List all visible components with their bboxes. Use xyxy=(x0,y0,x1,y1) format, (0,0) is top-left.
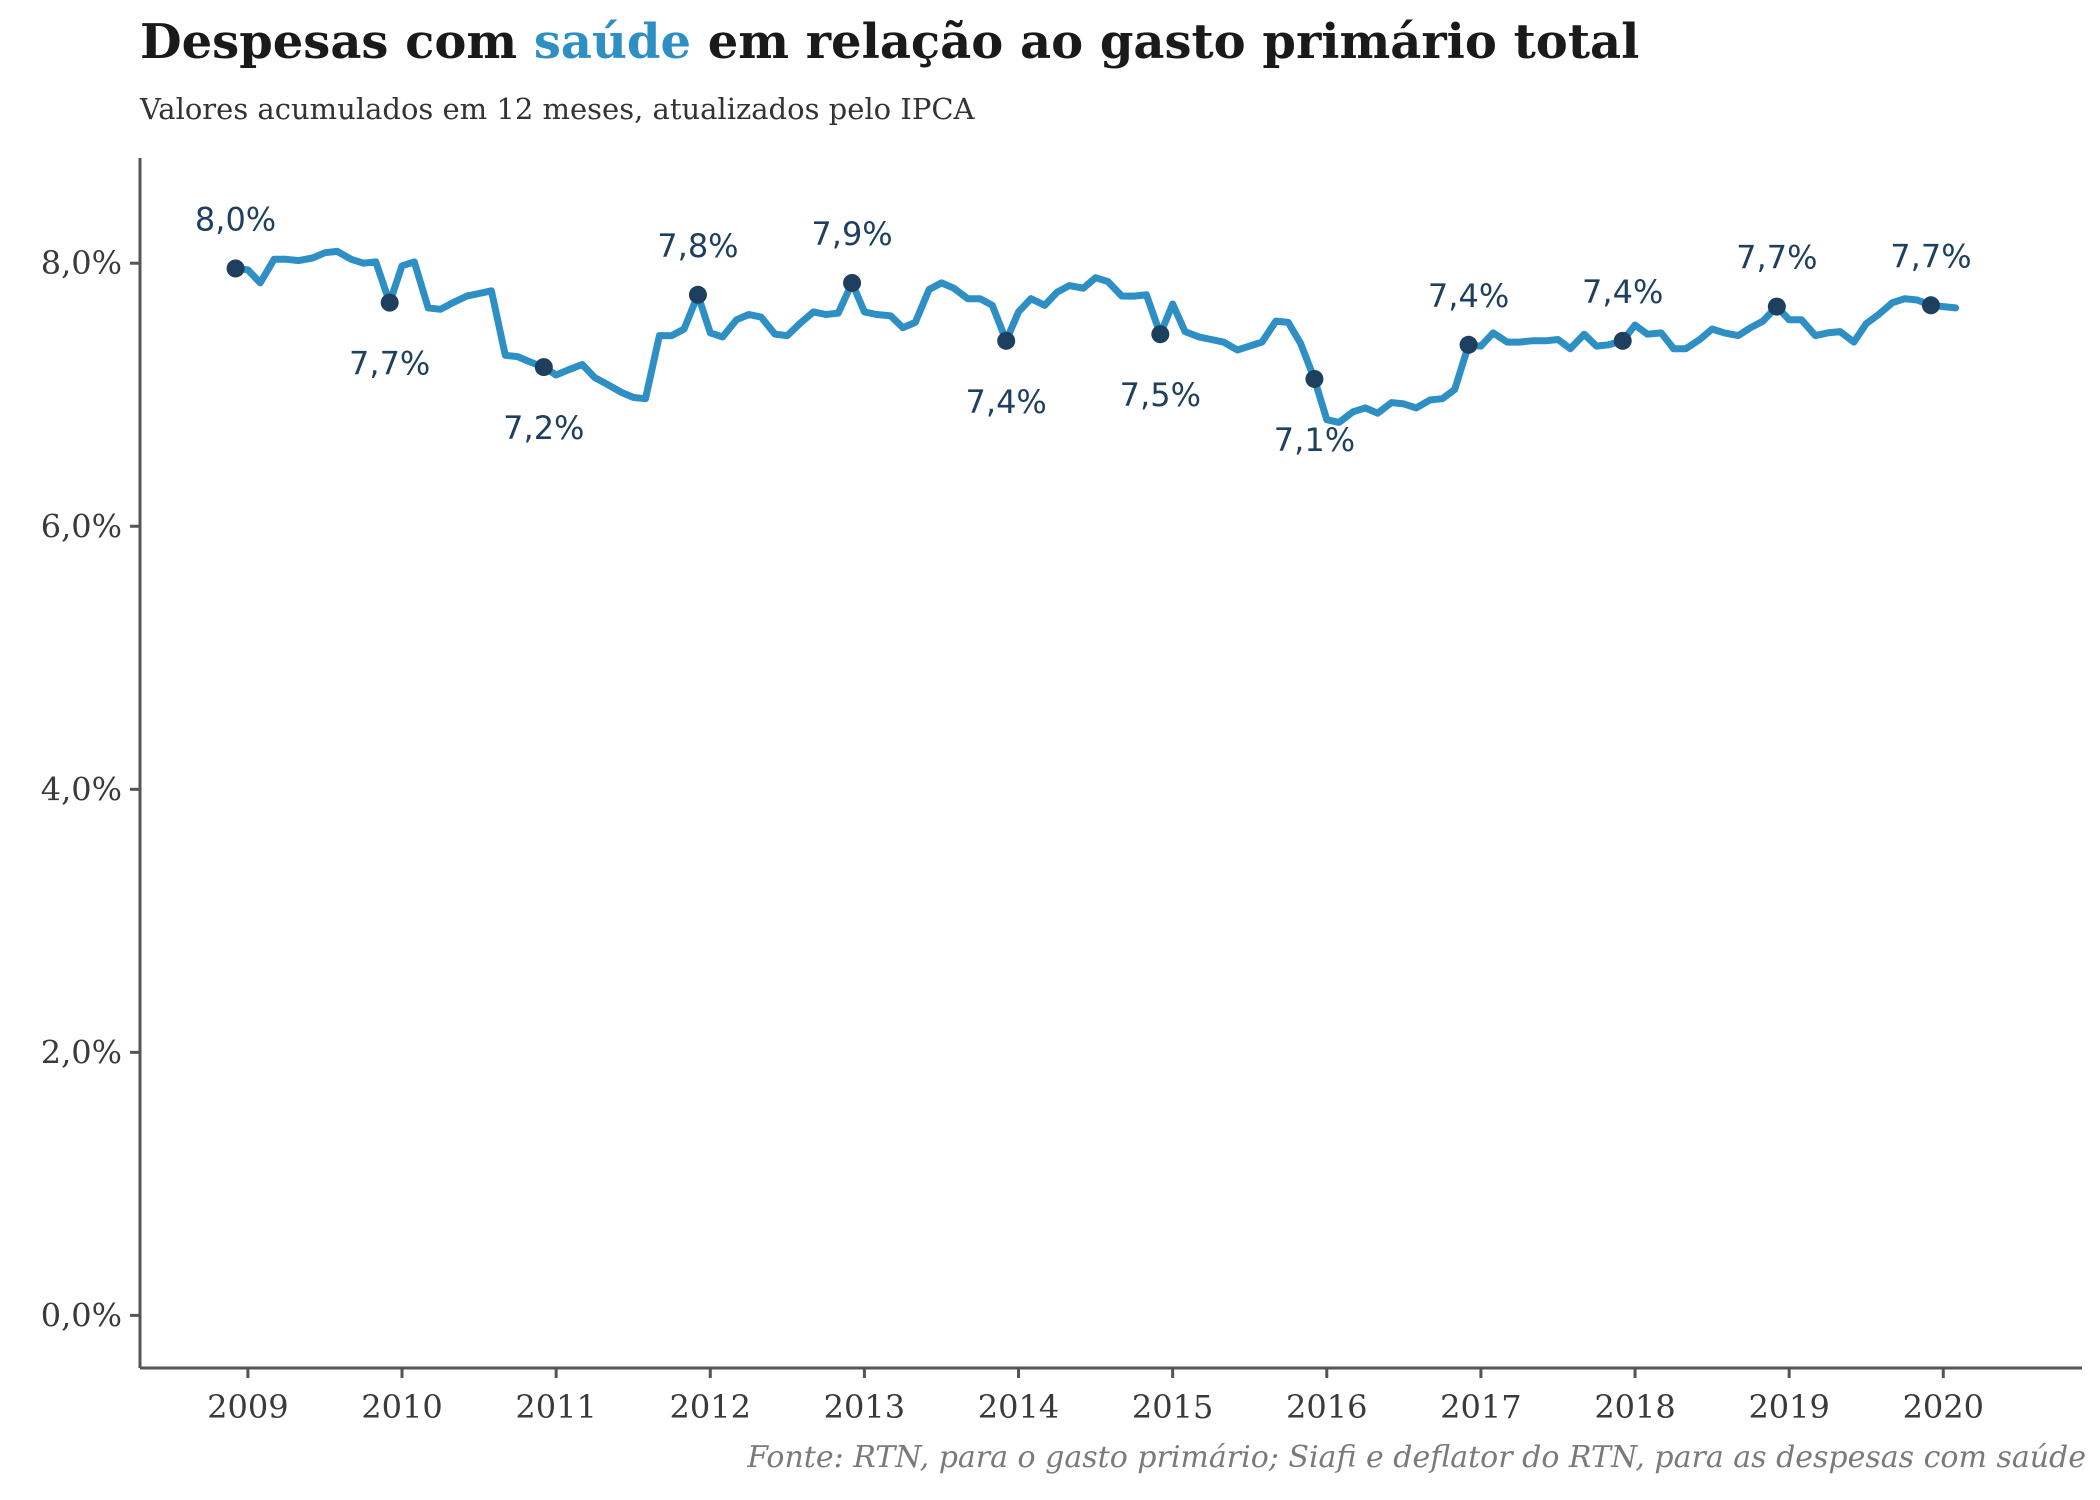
data-label: 7,8% xyxy=(657,227,738,265)
x-tick-label: 2013 xyxy=(824,1388,905,1426)
chart-subtitle: Valores acumulados em 12 meses, atualiza… xyxy=(140,92,975,126)
source-caption: Fonte: RTN, para o gasto primário; Siafi… xyxy=(747,1440,2086,1475)
annotation-labels: 8,0% 7,7% 7,2% 7,8% 7,9% 7,4% 7,5% 7,1% 7,4% 7,4%… xyxy=(195,200,1972,458)
data-label: 7,4% xyxy=(966,383,1047,421)
data-point xyxy=(688,285,707,304)
x-tick-label: 2017 xyxy=(1440,1388,1521,1426)
data-point xyxy=(1613,331,1632,350)
data-point xyxy=(380,293,399,312)
y-tick-label: 8,0% xyxy=(41,244,122,282)
title-highlight: saúde xyxy=(533,14,692,70)
data-label: 7,5% xyxy=(1120,376,1201,414)
x-tick-label: 2015 xyxy=(1132,1388,1213,1426)
data-point xyxy=(226,259,245,278)
data-point xyxy=(534,358,553,377)
data-label: 7,4% xyxy=(1428,277,1509,315)
chart-title: Despesas com saúde em relação ao gasto p… xyxy=(140,14,1639,70)
data-label: 7,7% xyxy=(349,345,430,383)
x-tick-label: 2014 xyxy=(978,1388,1059,1426)
data-label: 7,7% xyxy=(1890,237,1971,275)
data-label: 7,4% xyxy=(1582,273,1663,311)
y-tick-label: 4,0% xyxy=(41,770,122,808)
axes: 0,0% 2,0% 4,0% 6,0% 8,0% 2009 2010 2011 2012 2013… xyxy=(41,158,2082,1426)
title-part-after: em relação ao gasto primário total xyxy=(691,14,1640,70)
x-tick-label: 2011 xyxy=(515,1388,596,1426)
data-point xyxy=(843,273,862,292)
data-point xyxy=(997,331,1016,350)
series-layer xyxy=(232,247,1960,426)
x-tick-label: 2020 xyxy=(1903,1388,1984,1426)
x-tick-label: 2019 xyxy=(1748,1388,1829,1426)
data-point xyxy=(1767,297,1786,316)
y-tick-label: 6,0% xyxy=(41,507,122,545)
data-label: 8,0% xyxy=(195,200,276,238)
data-point xyxy=(1459,335,1478,354)
data-point xyxy=(1151,325,1170,344)
series-line xyxy=(232,247,1960,426)
x-tick-label: 2009 xyxy=(207,1388,288,1426)
x-tick-label: 2018 xyxy=(1594,1388,1675,1426)
y-tick-label: 0,0% xyxy=(41,1296,122,1334)
data-label: 7,1% xyxy=(1274,421,1355,459)
x-tick-label: 2012 xyxy=(670,1388,751,1426)
title-part-before: Despesas com xyxy=(140,14,534,70)
data-point xyxy=(1921,296,1940,315)
annotation-points xyxy=(226,259,1940,388)
data-label: 7,9% xyxy=(811,215,892,253)
data-point xyxy=(1305,369,1324,388)
y-tick-label: 2,0% xyxy=(41,1033,122,1071)
data-label: 7,7% xyxy=(1736,239,1817,277)
data-label: 7,2% xyxy=(503,409,584,447)
x-tick-label: 2016 xyxy=(1286,1388,1367,1426)
x-tick-label: 2010 xyxy=(361,1388,442,1426)
